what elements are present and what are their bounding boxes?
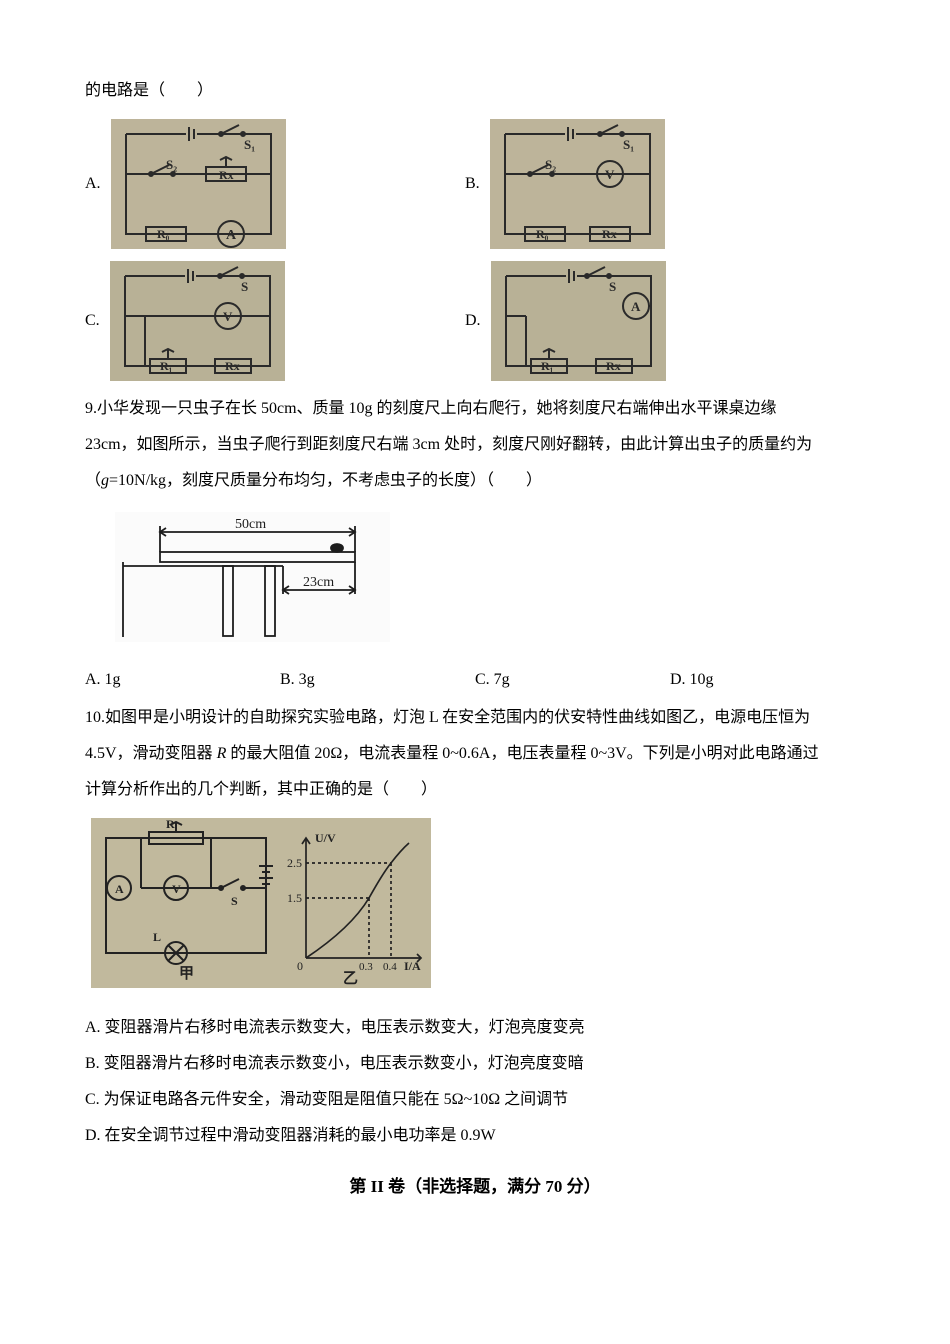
q10-xlab: I/A bbox=[404, 959, 421, 973]
svg-text:A: A bbox=[115, 882, 124, 896]
ruler-svg: 50cm 23cm bbox=[115, 512, 390, 642]
q9-line3: （g=10N/kg，刻度尺质量分布均匀，不考虑虫子的长度）（ ） bbox=[85, 465, 865, 497]
q10-cap-jia: 甲 bbox=[179, 965, 194, 982]
option-d-label: D. bbox=[465, 305, 481, 337]
svg-text:Rx: Rx bbox=[219, 168, 234, 182]
circuit-c-svg: S V R₁ Rx bbox=[110, 261, 285, 381]
q9-options: A. 1g B. 3g C. 7g D. 10g bbox=[85, 664, 865, 696]
svg-text:V: V bbox=[223, 309, 233, 324]
svg-text:S: S bbox=[609, 279, 616, 294]
q9-line1: 9.小华发现一只虫子在长 50cm、质量 10g 的刻度尺上向右爬行，她将刻度尺… bbox=[85, 393, 865, 425]
svg-text:Rx: Rx bbox=[606, 359, 621, 373]
q10-opt-a: A. 变阻器滑片右移时电流表示数变大，电压表示数变大，灯泡亮度变亮 bbox=[85, 1012, 865, 1044]
options-row-cd: C. S V R₁ Rx D. bbox=[85, 261, 865, 381]
svg-text:S: S bbox=[231, 894, 238, 908]
svg-text:V: V bbox=[605, 167, 615, 182]
svg-text:Rx: Rx bbox=[225, 359, 240, 373]
svg-text:A: A bbox=[631, 299, 641, 314]
section-2-title: 第 II 卷（非选择题，满分 70 分） bbox=[85, 1170, 865, 1204]
q9-g: g bbox=[101, 472, 109, 489]
q10-opt-b: B. 变阻器滑片右移时电流表示数变小，电压表示数变小，灯泡亮度变暗 bbox=[85, 1048, 865, 1080]
q10-figure: R A V S L 甲 U/V 2.5 1.5 0 0.3 0.4 I/A 乙 bbox=[91, 818, 865, 1000]
svg-text:S₁: S₁ bbox=[244, 137, 255, 152]
svg-text:S: S bbox=[241, 279, 248, 294]
option-c-label: C. bbox=[85, 305, 100, 337]
q10-cap-yi: 乙 bbox=[343, 971, 358, 987]
q9-opt-a: A. 1g bbox=[85, 664, 280, 696]
q10-ymid: 1.5 bbox=[287, 891, 302, 905]
q10-opt-c: C. 为保证电路各元件安全，滑动变阻是阻值只能在 5Ω~10Ω 之间调节 bbox=[85, 1084, 865, 1116]
option-b-label: B. bbox=[465, 168, 480, 200]
svg-text:A: A bbox=[226, 228, 237, 243]
svg-text:R₀: R₀ bbox=[536, 227, 549, 241]
svg-text:Rx: Rx bbox=[602, 227, 617, 241]
q10-ymax: 2.5 bbox=[287, 856, 302, 870]
options-row-ab: A. S₁ S₂ Rx R₀ A bbox=[85, 119, 865, 249]
q9-line2: 23cm，如图所示，当虫子爬行到距刻度尺右端 3cm 处时，刻度尺刚好翻转，由此… bbox=[85, 429, 865, 461]
svg-text:R: R bbox=[166, 818, 175, 831]
svg-text:S₁: S₁ bbox=[623, 137, 634, 152]
svg-text:R₀: R₀ bbox=[157, 227, 170, 241]
q9-l3b: =10N/kg，刻度尺质量分布均匀，不考虑虫子的长度）（ ） bbox=[109, 472, 542, 489]
option-a-label: A. bbox=[85, 168, 101, 200]
svg-text:S₂: S₂ bbox=[166, 157, 177, 172]
q10-svg: R A V S L 甲 U/V 2.5 1.5 0 0.3 0.4 I/A 乙 bbox=[91, 818, 431, 988]
q9-l3a: （ bbox=[85, 472, 101, 489]
heading-fragment: 的电路是（ ） bbox=[85, 75, 865, 107]
q10-xt1: 0.3 bbox=[359, 961, 373, 973]
svg-text:R₁: R₁ bbox=[160, 359, 173, 373]
svg-text:S₂: S₂ bbox=[545, 157, 556, 172]
q9-opt-d: D. 10g bbox=[670, 664, 865, 696]
q9-opt-b: B. 3g bbox=[280, 664, 475, 696]
circuit-a-svg: S₁ S₂ Rx R₀ A bbox=[111, 119, 286, 249]
q10-opt-d: D. 在安全调节过程中滑动变阻器消耗的最小电功率是 0.9W bbox=[85, 1120, 865, 1152]
q10-origin: 0 bbox=[297, 959, 303, 973]
svg-text:L: L bbox=[153, 930, 161, 944]
circuit-d-svg: S A R₁ Rx bbox=[491, 261, 666, 381]
option-c: C. S V R₁ Rx bbox=[85, 261, 465, 381]
option-b: B. S₁ S₂ V R₀ Rx bbox=[465, 119, 845, 249]
option-a: A. S₁ S₂ Rx R₀ A bbox=[85, 119, 465, 249]
q10-xt2: 0.4 bbox=[383, 961, 397, 973]
ruler-50cm-label: 50cm bbox=[235, 517, 266, 532]
svg-text:V: V bbox=[172, 882, 181, 896]
option-d: D. S A R₁ Rx bbox=[465, 261, 845, 381]
svg-text:R₁: R₁ bbox=[541, 359, 554, 373]
circuit-b-svg: S₁ S₂ V R₀ Rx bbox=[490, 119, 665, 249]
q10-line3: 计算分析作出的几个判断，其中正确的是（ ） bbox=[85, 774, 865, 806]
ruler-23cm-label: 23cm bbox=[303, 575, 334, 590]
q10-ylab: U/V bbox=[315, 831, 336, 845]
q10-line2: 4.5V，滑动变阻器 R 的最大阻值 20Ω，电流表量程 0~0.6A，电压表量… bbox=[85, 738, 865, 770]
ruler-figure: 50cm 23cm bbox=[115, 512, 865, 654]
q9-opt-c: C. 7g bbox=[475, 664, 670, 696]
q10-line1: 10.如图甲是小明设计的自助探究实验电路，灯泡 L 在安全范围内的伏安特性曲线如… bbox=[85, 702, 865, 734]
